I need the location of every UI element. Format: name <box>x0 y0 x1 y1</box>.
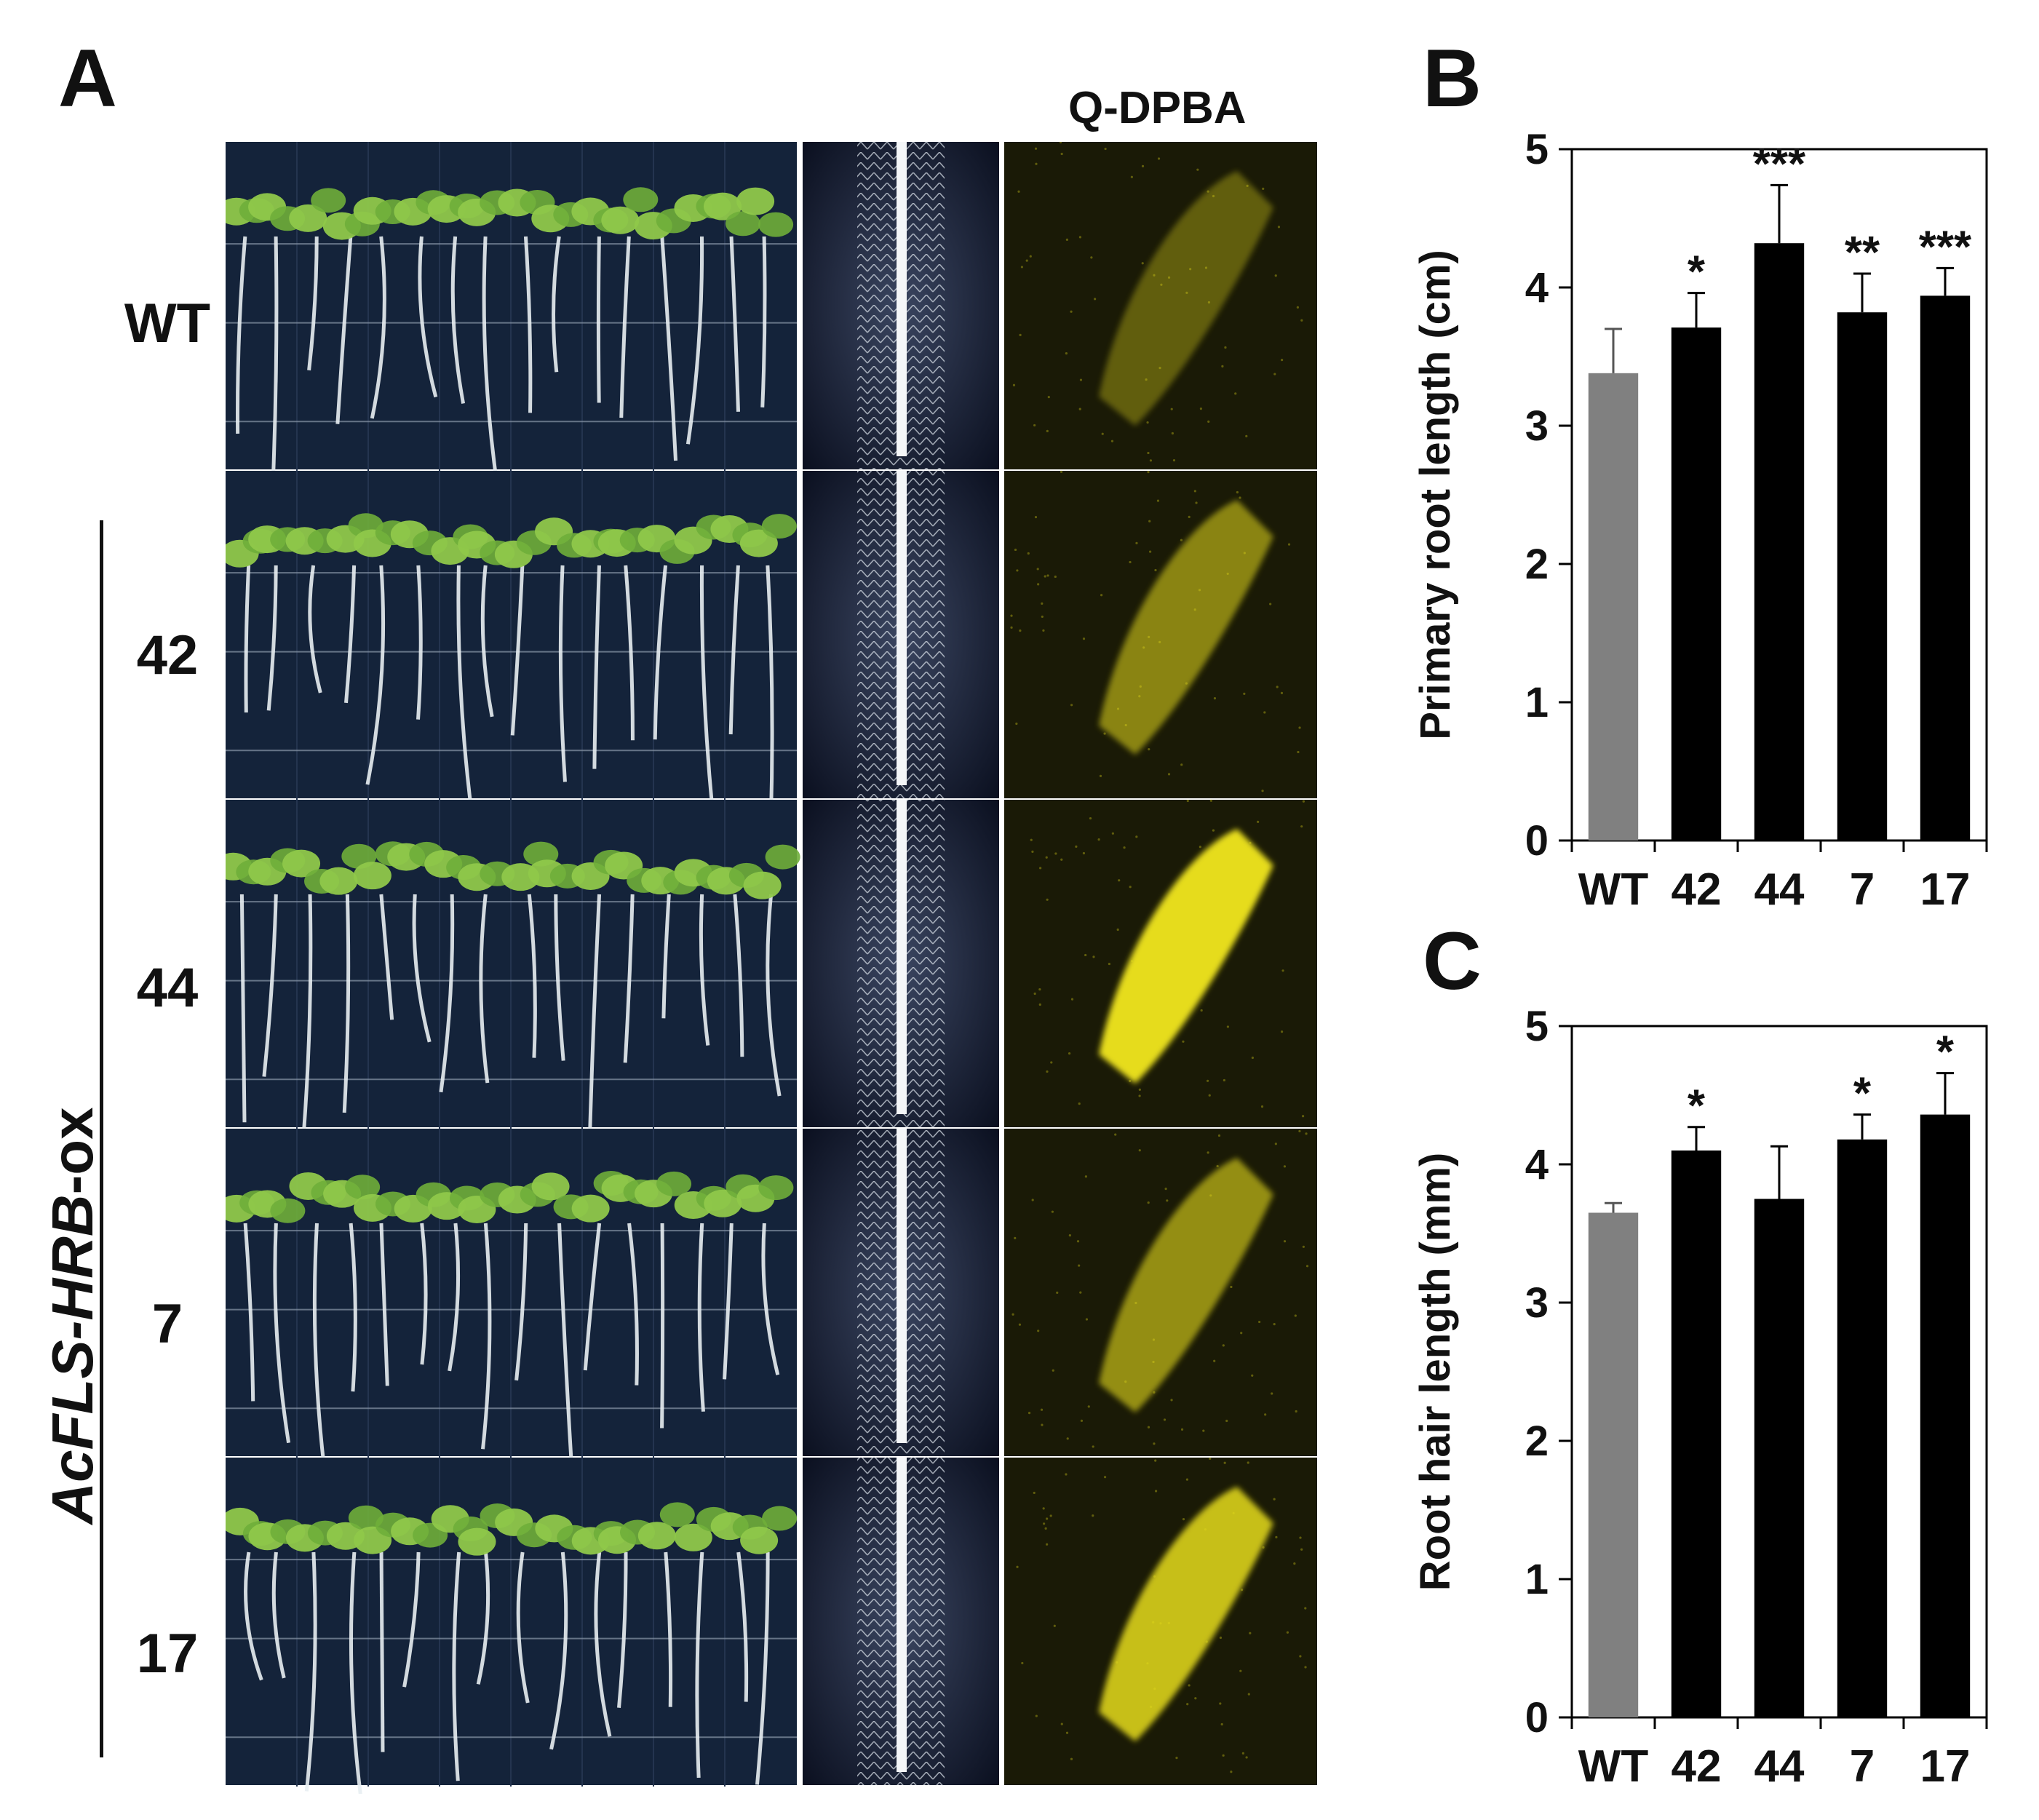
seedling-plate-column <box>226 142 800 1794</box>
panel-a-photos <box>226 142 1317 1794</box>
chart-b-significance-44: *** <box>1753 139 1806 189</box>
root-closeup-row-42 <box>803 471 999 798</box>
panel-c-letter: C <box>1423 915 1482 1006</box>
chart-b-ytick-label: 0 <box>1525 817 1549 865</box>
chart-c-xtick-label-42: 42 <box>1672 1741 1722 1792</box>
fluorescence-row-17 <box>1004 1457 1317 1785</box>
chart-c-bar-42 <box>1671 1151 1722 1717</box>
chart-root-hair-length: 0 1 2 3 4 5 Root hair length (mm) WT * 42 44 * 7 * 17 <box>1412 1003 1988 1792</box>
chart-b-bar-WT <box>1588 373 1639 841</box>
chart-b-ytick-label: 1 <box>1525 679 1549 726</box>
chart-b-xtick-label-44: 44 <box>1754 865 1805 915</box>
seedling-photo-row-7 <box>226 1129 797 1471</box>
chart-b-xtick-label-7: 7 <box>1850 865 1875 915</box>
chart-c-ytick-label: 5 <box>1525 1003 1549 1050</box>
chart-c-ylabel: Root hair length (mm) <box>1412 1153 1459 1591</box>
chart-b-ytick-label: 5 <box>1525 126 1549 173</box>
chart-c-significance-17: * <box>1936 1028 1955 1078</box>
root-closeup-row-7 <box>803 1129 999 1456</box>
chart-c-bar-7 <box>1837 1139 1888 1717</box>
chart-c-xtick-label-7: 7 <box>1850 1741 1875 1792</box>
chart-c-xtick-label-44: 44 <box>1754 1741 1805 1792</box>
row-label-17: 17 <box>136 1623 199 1685</box>
seedling-photo-row-42 <box>226 471 797 817</box>
root-closeup-row-17 <box>803 1458 999 1785</box>
seedling-photo-row-WT <box>226 142 797 482</box>
chart-b-significance-42: * <box>1688 247 1706 298</box>
chart-c-ytick-label: 3 <box>1525 1279 1549 1327</box>
chart-b-ylabel: Primary root length (cm) <box>1412 250 1459 740</box>
chart-b-significance-7: ** <box>1845 228 1880 278</box>
fluorescence-row-WT <box>1004 142 1317 469</box>
seedling-photo-row-44 <box>226 800 800 1147</box>
chart-c-significance-7: * <box>1853 1069 1872 1119</box>
row-label-44: 44 <box>136 957 199 1019</box>
fluorescence-row-42 <box>1004 470 1317 798</box>
chart-b-bar-17 <box>1920 295 1971 841</box>
fluorescence-column <box>1004 142 1317 1785</box>
chart-b-significance-17: *** <box>1919 222 1972 272</box>
chart-c-ytick-label: 1 <box>1525 1556 1549 1603</box>
panel-b-letter: B <box>1423 33 1482 124</box>
chart-c-xtick-label-17: 17 <box>1920 1741 1971 1792</box>
row-label-42: 42 <box>136 624 199 686</box>
row-label-wt: WT <box>124 293 211 354</box>
fluorescence-row-7 <box>1004 1129 1317 1456</box>
chart-c-significance-42: * <box>1688 1081 1706 1132</box>
chart-c-xtick-label-WT: WT <box>1578 1741 1649 1792</box>
row-label-7: 7 <box>151 1293 183 1355</box>
genotype-label: AcFLS-HRB-ox <box>40 1107 105 1525</box>
qdpba-column-header: Q-DPBA <box>1068 83 1247 133</box>
chart-b-bar-44 <box>1754 243 1805 841</box>
fluorescence-row-44 <box>1004 799 1317 1127</box>
chart-primary-root-length: 0 1 2 3 4 5 Primary root length (cm) WT * 42 *** 44… <box>1412 126 1988 915</box>
chart-b-bar-7 <box>1837 312 1888 841</box>
chart-b-bar-42 <box>1671 327 1722 841</box>
chart-b-xtick-label-42: 42 <box>1672 865 1722 915</box>
chart-c-bar-WT <box>1588 1212 1639 1717</box>
chart-b-ytick-label: 4 <box>1525 264 1549 311</box>
panel-a-letter: A <box>58 33 117 124</box>
chart-c-ytick-label: 4 <box>1525 1141 1549 1188</box>
chart-b-xtick-label-WT: WT <box>1578 865 1649 915</box>
chart-c-ytick-label: 2 <box>1525 1418 1549 1465</box>
chart-c-ytick-label: 0 <box>1525 1694 1549 1741</box>
chart-b-ytick-label: 3 <box>1525 402 1549 450</box>
root-closeup-row-44 <box>803 800 999 1127</box>
genotype-bracket-line <box>100 520 103 1757</box>
chart-c-bar-17 <box>1920 1114 1971 1717</box>
root-closeup-column <box>803 142 999 1785</box>
chart-c-bar-44 <box>1754 1199 1805 1717</box>
seedling-photo-row-17 <box>226 1458 798 1794</box>
root-closeup-row-WT <box>803 142 999 469</box>
chart-b-xtick-label-17: 17 <box>1920 865 1971 915</box>
chart-b-ytick-label: 2 <box>1525 541 1549 588</box>
